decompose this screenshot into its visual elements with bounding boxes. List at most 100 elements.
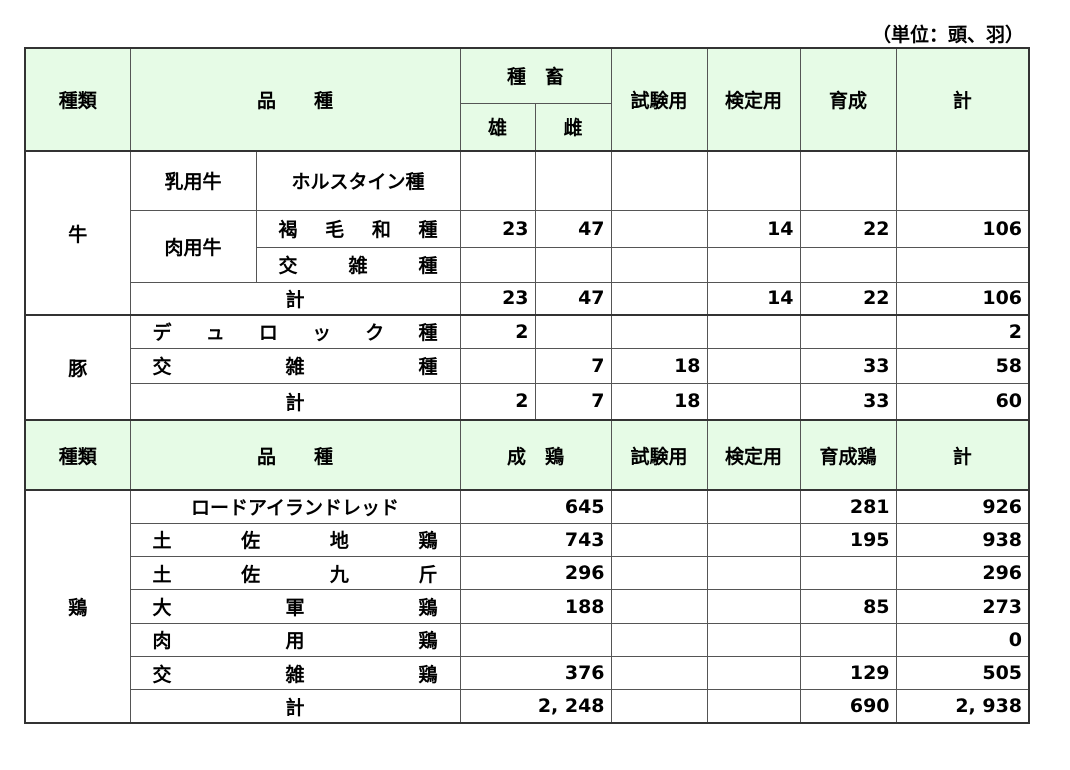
cell-inspection <box>706 622 801 657</box>
cell-male: 2 <box>459 382 536 421</box>
header-breed: 品 種 <box>129 47 461 152</box>
cell-rearing: 33 <box>799 382 897 421</box>
cell-adult <box>459 622 612 657</box>
chicken-header-row: 種類 品 種 成 鶏 試験用 検定用 育成鶏 計 <box>24 419 1030 491</box>
header-rearing: 育成鶏 <box>799 419 897 491</box>
cell-male: 2 <box>459 314 536 349</box>
cell-inspection: 14 <box>706 209 801 248</box>
cell-total: 2, 938 <box>895 689 1030 724</box>
header-type: 種類 <box>24 419 131 491</box>
cell-inspection <box>706 488 801 524</box>
cell-total: 938 <box>895 522 1030 558</box>
breed-name: 肉 用 鶏 <box>129 622 461 657</box>
table-row: 鶏ロードアイランドレッド 645 281 926 <box>24 488 1030 724</box>
cell-test: 18 <box>610 382 708 421</box>
cell-inspection <box>706 689 801 724</box>
subtotal-row: 計 2, 248 690 2, 938 <box>25 689 1030 724</box>
cell-inspection <box>706 655 801 691</box>
cell-test: 18 <box>610 347 708 384</box>
cell-inspection <box>706 522 801 558</box>
cell-test <box>610 522 708 558</box>
cell-test <box>610 622 708 657</box>
cell-total: 60 <box>895 382 1030 421</box>
cell-adult: 743 <box>459 522 612 558</box>
header-inspection: 検定用 <box>706 419 801 491</box>
table-row: 交 雑 鶏 376 129 505 <box>25 655 1030 691</box>
breed-name: 交 雑 種 <box>255 246 461 283</box>
cell-rearing <box>799 314 897 349</box>
cell-inspection <box>706 246 801 283</box>
cell-male: 23 <box>459 209 536 248</box>
cell-female: 47 <box>534 209 612 248</box>
header-adult: 成 鶏 <box>459 419 612 491</box>
header-breed: 品 種 <box>129 419 461 491</box>
breed-name: デ ュ ロ ッ ク 種 <box>129 314 461 349</box>
cell-rearing: 281 <box>799 488 897 524</box>
cell-rearing: 195 <box>799 522 897 558</box>
unit-note: （単位：頭、羽） <box>871 24 1024 46</box>
cell-total <box>895 246 1030 283</box>
header-row: 種類 品 種 種 畜 試験用 検定用 育成 計 <box>24 47 1030 152</box>
cell-test <box>610 589 708 624</box>
cell-rearing <box>799 622 897 657</box>
cell-total: 0 <box>895 622 1030 657</box>
table-row: 交 雑 種 7 18 33 58 <box>25 347 1030 384</box>
breed-name: 大 軍 鶏 <box>129 589 461 624</box>
cell-rearing: 22 <box>799 209 897 248</box>
type-cattle: 牛 <box>24 150 131 316</box>
header-total: 計 <box>895 419 1030 491</box>
subtotal-label: 計 <box>129 281 461 316</box>
cell-test <box>610 314 708 349</box>
cell-male <box>459 246 536 283</box>
cell-test <box>610 556 708 591</box>
cell-total: 926 <box>895 488 1030 524</box>
subtotal-label: 計 <box>129 689 461 724</box>
cell-female: 47 <box>534 281 612 316</box>
table-row: 土 佐 地 鶏 743 195 938 <box>25 522 1030 558</box>
cell-rearing: 690 <box>799 689 897 724</box>
header-total: 計 <box>895 47 1030 152</box>
category-dairy: 乳用牛 <box>129 150 257 211</box>
cell-test <box>610 488 708 524</box>
subtotal-row: 計 23 47 14 22 106 <box>25 281 1030 316</box>
subtotal-row: 計 2 7 18 33 60 <box>25 382 1030 421</box>
livestock-table: 種類 品 種 種 畜 試験用 検定用 育成 計 雄 雌 牛 乳用牛 ホルスタイン… <box>24 47 1031 725</box>
header-type: 種類 <box>24 47 131 152</box>
header-rearing: 育成 <box>799 47 897 152</box>
table-row: 土 佐 九 斤 296 296 <box>25 556 1030 591</box>
table-row: 肉用牛 褐 毛 和 種 23 47 14 22 106 <box>25 209 1030 283</box>
category-beef: 肉用牛 <box>129 209 257 283</box>
header-inspection: 検定用 <box>706 47 801 152</box>
cell-male <box>459 347 536 384</box>
cell-total: 2 <box>895 314 1030 349</box>
cell-inspection: 14 <box>706 281 801 316</box>
table-row: 牛 乳用牛 ホルスタイン種 <box>24 150 1030 316</box>
breed-name: ロードアイランドレッド <box>129 488 461 524</box>
cell-test <box>610 209 708 248</box>
cell-adult: 376 <box>459 655 612 691</box>
cell-rearing: 33 <box>799 347 897 384</box>
breed-name: ホルスタイン種 <box>255 150 461 211</box>
cell-test <box>610 281 708 316</box>
cell-total: 296 <box>895 556 1030 591</box>
header-test: 試験用 <box>610 47 708 152</box>
breed-name: 土 佐 九 斤 <box>129 556 461 591</box>
cell-test <box>610 655 708 691</box>
cell-female <box>534 314 612 349</box>
cell-inspection <box>706 556 801 591</box>
cell-male: 23 <box>459 281 536 316</box>
breed-name: 土 佐 地 鶏 <box>129 522 461 558</box>
cell-total: 106 <box>895 209 1030 248</box>
cell-rearing <box>799 556 897 591</box>
breed-name: 交 雑 鶏 <box>129 655 461 691</box>
breed-name: 交 雑 種 <box>129 347 461 384</box>
header-male: 雄 <box>459 102 536 152</box>
cell-adult: 188 <box>459 589 612 624</box>
header-female: 雌 <box>534 102 612 152</box>
cell-inspection <box>706 382 801 421</box>
header-test: 試験用 <box>610 419 708 491</box>
cell-inspection <box>706 347 801 384</box>
table-row: 肉 用 鶏 0 <box>25 622 1030 657</box>
cell-adult: 645 <box>459 488 612 524</box>
cell-total: 106 <box>895 281 1030 316</box>
